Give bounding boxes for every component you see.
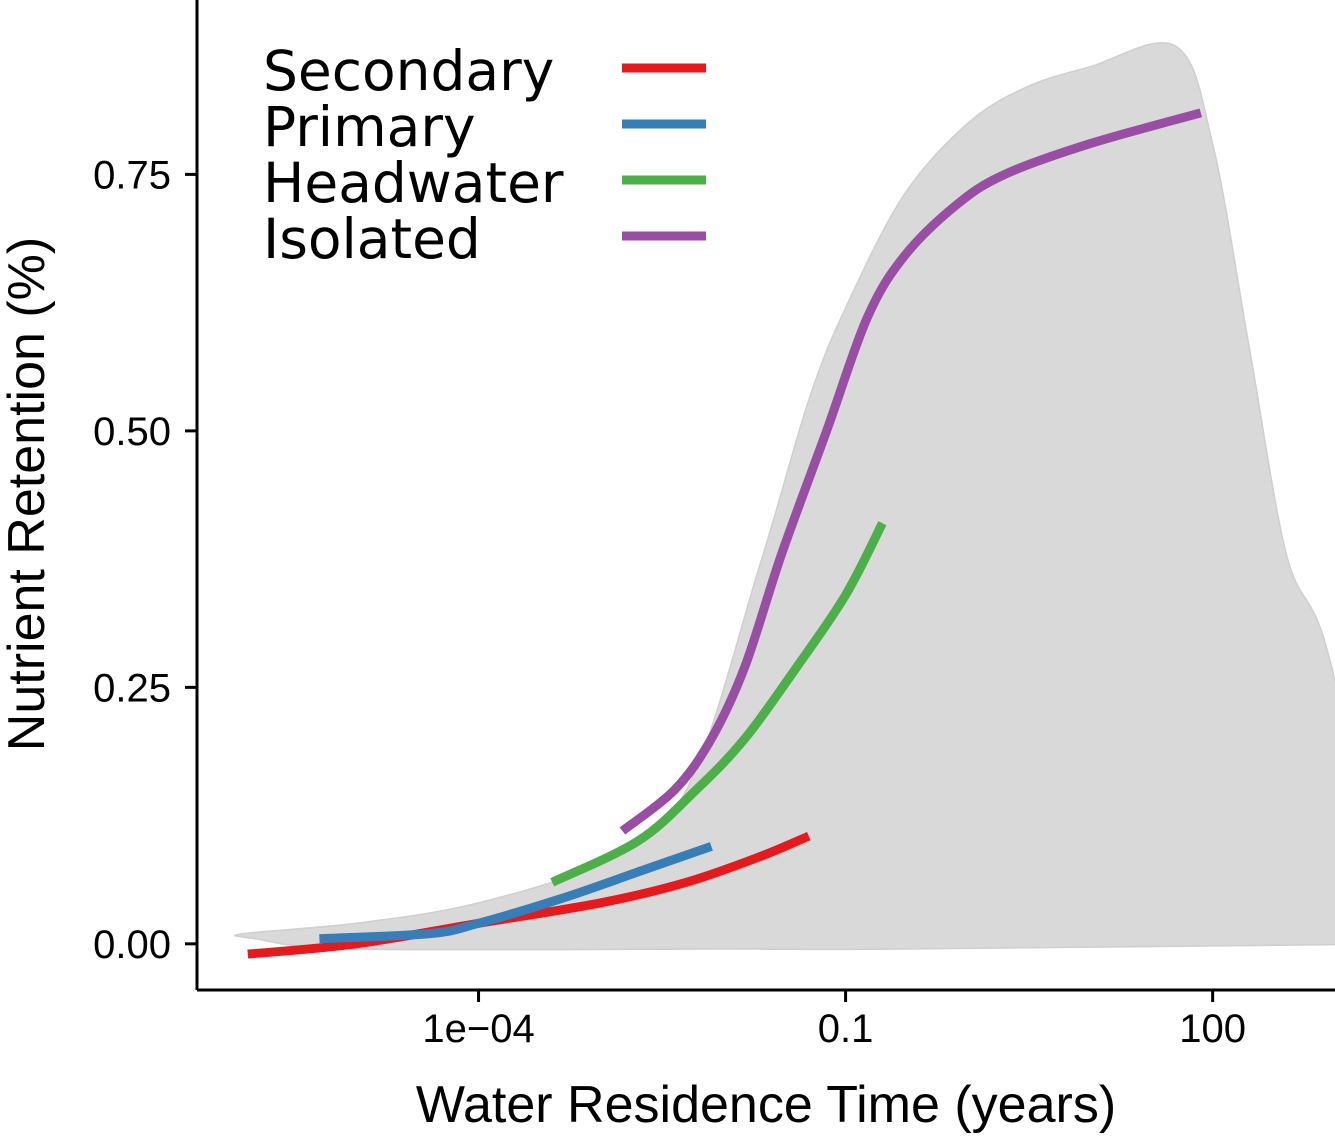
y-tick-label: 0.25 [93, 666, 171, 710]
y-tick-label: 0.75 [93, 153, 171, 197]
y-axis-title: Nutrient Retention (%) [0, 237, 56, 751]
series-layer [247, 108, 1203, 959]
series-line-headwater [550, 521, 887, 887]
y-tick-label: 0.00 [93, 923, 171, 967]
legend-label-headwater: Headwater [263, 151, 564, 215]
x-tick-label: 1e−04 [422, 1007, 534, 1051]
confidence-band-layer [234, 41, 1335, 951]
legend-label-secondary: Secondary [263, 39, 554, 103]
series-line-primary [319, 842, 713, 944]
legend-label-isolated: Isolated [263, 207, 481, 271]
axes-layer [195, 0, 1335, 992]
x-axis-title: Water Residence Time (years) [416, 1076, 1116, 1134]
x-tick-label: 100 [1179, 1007, 1246, 1051]
confidence-band [234, 41, 1335, 951]
series-line-isolated [619, 108, 1203, 835]
x-tick-label: 0.1 [818, 1007, 874, 1051]
ticks-layer: 1e−04 0.1 100 0.00 0.25 0.50 0.75 [93, 153, 1246, 1051]
y-tick-label: 0.50 [93, 410, 171, 454]
legend-label-primary: Primary [263, 95, 476, 159]
series-line-secondary [247, 831, 811, 959]
